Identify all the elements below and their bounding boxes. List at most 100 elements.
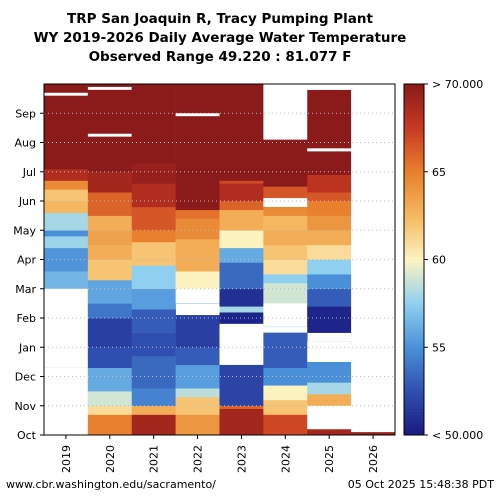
colorbar-segment: [404, 227, 424, 231]
colorbar-segment: [404, 423, 424, 427]
heatmap-cell: [307, 394, 352, 407]
colorbar-segment: [404, 142, 424, 146]
heatmap-cell: [175, 218, 220, 240]
heatmap-cell: [263, 259, 308, 275]
colorbar-segment: [404, 335, 424, 339]
heatmap-cell: [87, 215, 133, 231]
x-tick-label: 2026: [367, 445, 380, 473]
colorbar-segment: [404, 101, 424, 105]
colorbar-segment: [404, 189, 424, 193]
heatmap-cell: [219, 405, 264, 409]
heatmap-cell: [263, 274, 308, 284]
colorbar-segment: [404, 277, 424, 281]
heatmap-cell: [44, 201, 89, 213]
colorbar-segment: [404, 236, 424, 240]
colorbar-segment: [404, 364, 424, 369]
heatmap-cell: [87, 318, 133, 348]
colorbar-segment: [404, 241, 424, 246]
heatmap-cell: [351, 432, 396, 436]
heatmap-cell: [175, 414, 220, 436]
colorbar-segment: [404, 174, 424, 179]
colorbar-segment: [404, 338, 424, 342]
heatmap-cell: [307, 288, 352, 307]
colorbar-segment: [404, 382, 424, 386]
heatmap-cell: [263, 385, 308, 401]
colorbar-segment: [404, 148, 424, 152]
colorbar-segment: [404, 89, 424, 94]
colorbar-segment: [404, 318, 424, 322]
colorbar-segment: [404, 356, 424, 360]
colorbar-segment: [404, 271, 424, 275]
heatmap-cell: [87, 171, 133, 193]
heatmap-cell: [263, 244, 308, 260]
x-tick-label: 2022: [192, 445, 205, 473]
heatmap-cell: [175, 364, 220, 389]
x-tick-label: 2019: [60, 445, 73, 473]
colorbar-segment: [404, 92, 424, 97]
heatmap-cell: [87, 244, 133, 260]
colorbar-segment: [404, 417, 424, 421]
colorbar-segment: [404, 347, 424, 351]
heatmap-cell: [131, 309, 176, 333]
colorbar-segment: [404, 420, 424, 424]
colorbar-segment: [404, 139, 424, 143]
missing-data-gap: [175, 288, 220, 304]
heatmap-cell: [307, 274, 352, 290]
heatmap-cell: [131, 241, 176, 266]
colorbar-segment: [404, 157, 424, 161]
colorbar-segment: [404, 309, 424, 313]
chart-subtitle: WY 2019-2026 Daily Average Water Tempera…: [33, 30, 407, 46]
colorbar-segment: [404, 379, 424, 383]
y-tick-label: Apr: [17, 254, 37, 267]
y-tick-label: Feb: [17, 312, 36, 325]
heatmap-cell: [219, 364, 264, 407]
colorbar-segment: [404, 183, 424, 187]
colorbar-segment: [404, 303, 424, 307]
colorbar-segment: [404, 151, 424, 155]
missing-data-gap: [263, 303, 308, 327]
colorbar-segment: [404, 250, 424, 255]
heatmap-cell: [44, 212, 89, 231]
heatmap-cell: [219, 84, 264, 181]
heatmap-cell: [131, 388, 176, 407]
colorbar-segment: [404, 268, 424, 272]
colorbar-segment: [404, 391, 424, 395]
footer-url[interactable]: www.cbr.washington.edu/sacramento/: [6, 478, 216, 491]
heatmap-cell: [44, 168, 89, 181]
heatmap-cell: [219, 288, 264, 307]
colorbar-segment: [404, 373, 424, 377]
missing-data-gap: [307, 405, 352, 430]
colorbar-segment: [404, 411, 424, 416]
colorbar-segment: [404, 195, 424, 199]
colorbar-segment: [404, 385, 424, 389]
heatmap-cell: [44, 180, 89, 190]
heatmap-cell: [87, 259, 133, 281]
colorbar-segment: [404, 186, 424, 190]
heatmap-cell: [87, 391, 133, 407]
colorbar-tick-label: < 50.000: [432, 429, 483, 442]
colorbar-segment: [404, 350, 424, 354]
heatmap-cell: [263, 206, 308, 216]
heatmap-cell: [87, 303, 133, 319]
colorbar-segment: [404, 414, 424, 418]
heatmap-cell: [219, 408, 264, 436]
heatmap-cell: [307, 174, 352, 193]
heatmap-cell: [307, 215, 352, 231]
colorbar-segment: [404, 113, 424, 117]
heatmap-cell: [175, 396, 220, 415]
colorbar-segment: [404, 130, 424, 135]
heatmap-cell: [131, 183, 176, 208]
colorbar-segment: [404, 165, 424, 170]
heatmap-cell: [263, 139, 308, 187]
colorbar-segment: [404, 224, 424, 228]
colorbar-segment: [404, 84, 424, 88]
colorbar-segment: [404, 239, 424, 243]
colorbar-segment: [404, 396, 424, 401]
heatmap-cell: [44, 189, 89, 202]
heatmap-cell: [131, 206, 176, 231]
colorbar-segment: [404, 285, 424, 290]
colorbar-segment: [404, 180, 424, 184]
colorbar-segment: [404, 329, 424, 334]
heatmap-cell: [131, 405, 176, 415]
colorbar-segment: [404, 253, 424, 258]
